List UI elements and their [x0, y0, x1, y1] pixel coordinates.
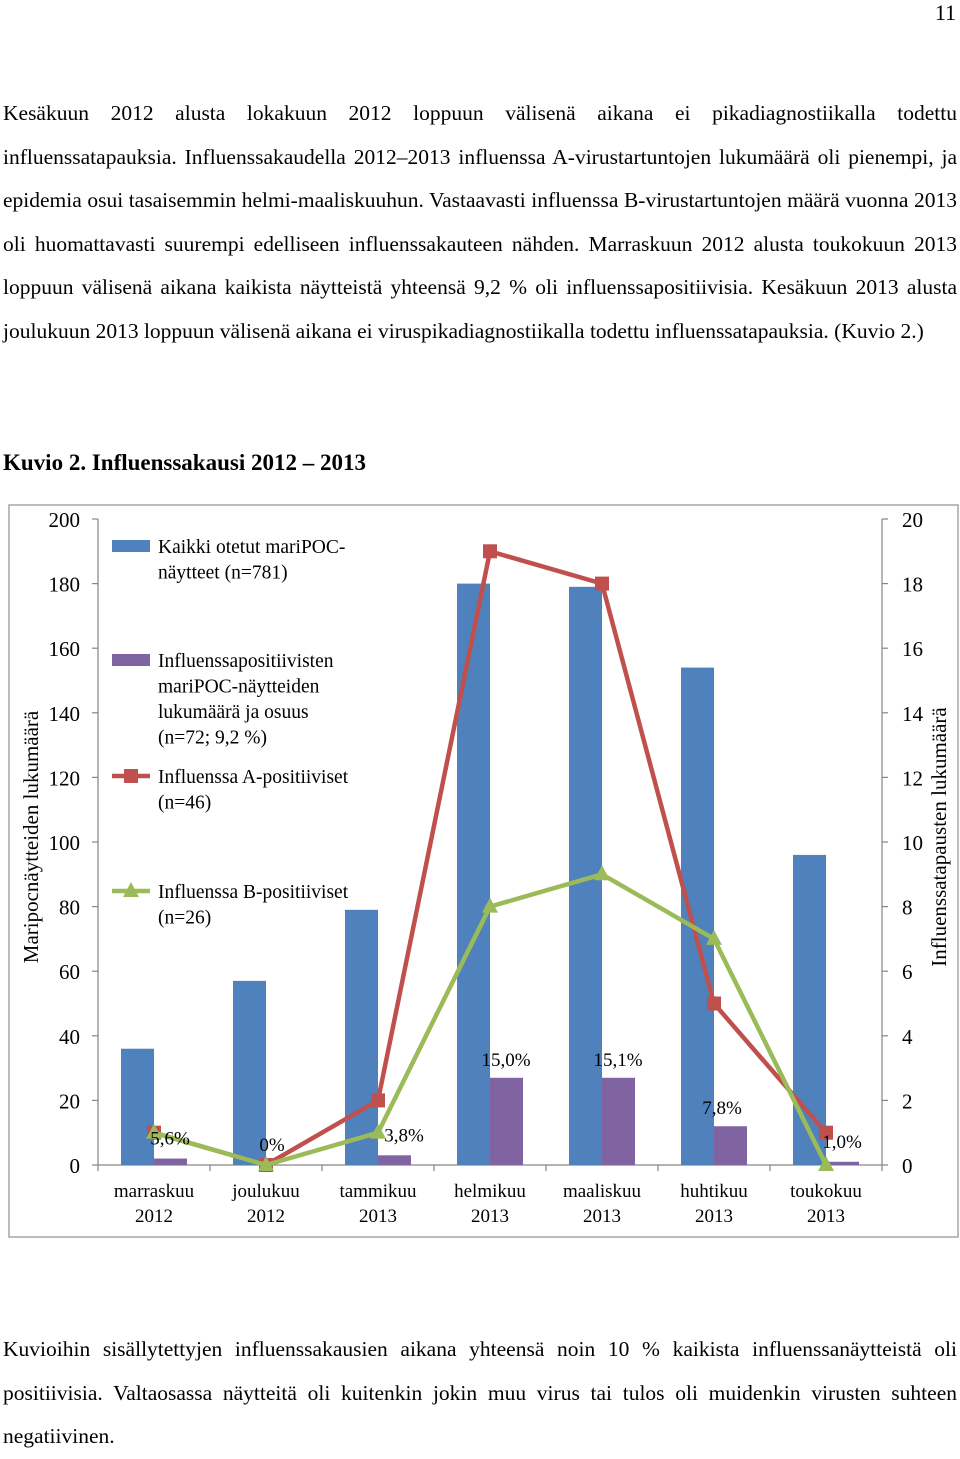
x-category-label: helmikuu: [454, 1181, 526, 1202]
legend-label: Influenssa B-positiiviset: [158, 882, 349, 903]
left-tick-label: 160: [49, 637, 81, 661]
right-tick-label: 4: [902, 1025, 913, 1049]
left-tick-label: 0: [70, 1154, 81, 1178]
left-tick-label: 60: [59, 960, 80, 984]
left-tick-label: 80: [59, 896, 80, 920]
influenza-a-marker: [595, 576, 609, 591]
legend-label: (n=46): [158, 793, 211, 814]
x-category-label: 2013: [583, 1206, 621, 1227]
data-label-positive-share: 3,8%: [384, 1125, 424, 1146]
x-category-label: 2013: [471, 1206, 509, 1227]
influenza-b-marker: [258, 1156, 274, 1171]
influenza-b-marker: [482, 897, 498, 913]
legend-swatch: [112, 540, 150, 552]
x-category-label: 2013: [807, 1206, 845, 1227]
figure-caption: Kuvio 2. Influenssakausi 2012 – 2013: [3, 450, 366, 475]
influenza-a-marker: [483, 544, 497, 559]
right-tick-label: 16: [902, 637, 923, 661]
left-tick-label: 140: [49, 702, 81, 726]
left-tick-label: 20: [59, 1089, 80, 1113]
influenza-b-marker: [706, 929, 722, 945]
right-tick-label: 20: [902, 508, 923, 532]
legend-label: lukumäärä ja osuus: [158, 702, 309, 723]
bar-influenza-positive: [602, 1077, 635, 1165]
right-tick-label: 0: [902, 1154, 913, 1178]
left-tick-label: 100: [49, 831, 81, 855]
influenza-a-marker: [707, 996, 721, 1011]
influenza-b-marker: [370, 1123, 386, 1139]
x-category-label: 2012: [135, 1206, 173, 1227]
legend-swatch: [112, 654, 150, 666]
data-label-positive-share: 15,1%: [593, 1050, 642, 1071]
right-tick-label: 6: [902, 960, 913, 984]
x-category-label: marraskuu: [114, 1181, 195, 1202]
x-category-label: 2013: [359, 1206, 397, 1227]
x-category-label: toukokuu: [790, 1181, 862, 1202]
bar-all-samples: [121, 1048, 154, 1165]
influenza-a-marker: [371, 1093, 385, 1108]
x-category-label: huhtikuu: [680, 1181, 748, 1202]
legend-marker: [124, 769, 138, 783]
right-tick-label: 14: [902, 702, 924, 726]
bar-influenza-positive: [378, 1155, 411, 1165]
y-axis-title-left: Maripocnäytteiden lukumäärä: [19, 710, 43, 963]
x-category-label: joulukuu: [231, 1181, 300, 1202]
bar-influenza-positive: [714, 1126, 747, 1165]
bar-all-samples: [233, 980, 266, 1165]
left-tick-label: 120: [49, 766, 81, 790]
data-label-positive-share: 5,6%: [150, 1129, 190, 1150]
data-label-positive-share: 0%: [259, 1135, 285, 1156]
right-tick-label: 8: [902, 896, 913, 920]
legend-label: (n=26): [158, 908, 211, 929]
bar-all-samples: [457, 583, 490, 1165]
left-tick-label: 200: [49, 508, 81, 532]
legend-marker: [123, 882, 139, 897]
bar-all-samples: [681, 667, 714, 1165]
bar-influenza-positive: [826, 1161, 859, 1165]
intro-paragraph: Kesäkuun 2012 alusta lokakuun 2012 loppu…: [3, 101, 957, 343]
legend-label: Kaikki otetut mariPOC-: [158, 537, 345, 558]
influenza-b-marker: [818, 1156, 834, 1171]
right-tick-label: 12: [902, 766, 923, 790]
data-label-positive-share: 7,8%: [702, 1098, 742, 1119]
influenza-a-marker: [819, 1125, 833, 1140]
data-label-positive-share: 1,0%: [822, 1132, 862, 1153]
right-tick-label: 18: [902, 573, 923, 597]
influenza-b-marker: [594, 865, 610, 881]
x-category-label: maaliskuu: [563, 1181, 642, 1202]
influenza-b-marker: [146, 1123, 162, 1139]
bar-all-samples: [793, 854, 826, 1165]
right-tick-label: 2: [902, 1089, 913, 1113]
bar-all-samples: [345, 909, 378, 1165]
x-category-label: tammikuu: [339, 1181, 417, 1202]
x-category-label: 2012: [247, 1206, 285, 1227]
influenza-season-chart: 0 20 40 60 80 100 120 140 160 180 200 0 2 4 6 8 10 12 14 16…: [8, 504, 959, 1238]
bar-influenza-positive: [490, 1077, 523, 1165]
legend-label: Influenssapositiivisten: [158, 651, 334, 672]
right-tick-label: 10: [902, 831, 923, 855]
legend-label: (n=72; 9,2 %): [158, 728, 267, 749]
bar-influenza-positive: [154, 1158, 187, 1165]
legend-label: mariPOC-näytteiden: [158, 677, 320, 698]
page-number: 11: [934, 0, 956, 25]
left-tick-label: 40: [59, 1025, 80, 1049]
left-tick-label: 180: [49, 573, 81, 597]
legend-label: Influenssa A-positiiviset: [158, 767, 349, 788]
data-label-positive-share: 15,0%: [481, 1050, 530, 1071]
x-category-label: 2013: [695, 1206, 733, 1227]
y-axis-title-right: Influenssatapausten lukumäärä: [927, 707, 951, 967]
legend-label: näytteet (n=781): [158, 563, 288, 584]
summary-paragraph: Kuvioihin sisällytettyjen influenssakaus…: [3, 1337, 957, 1448]
